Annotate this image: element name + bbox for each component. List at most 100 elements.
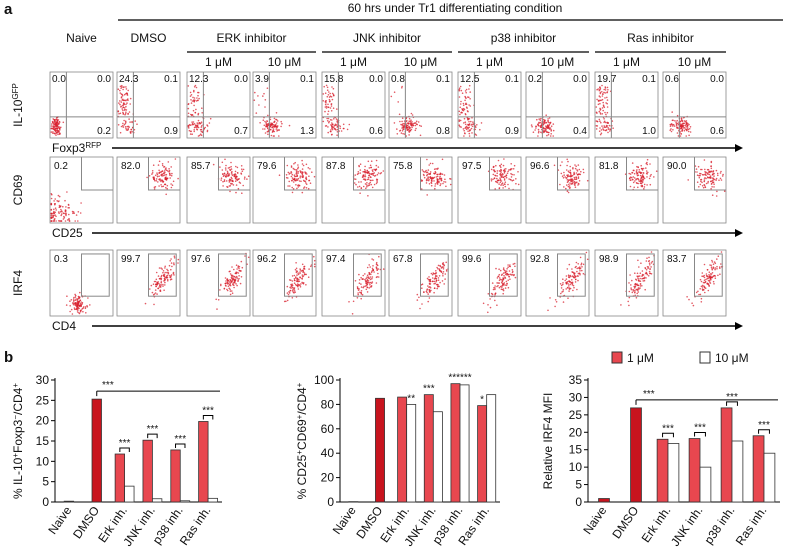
- event-dot: [231, 174, 234, 177]
- event-dot: [305, 273, 308, 276]
- event-dot: [469, 91, 472, 93]
- event-dot: [720, 179, 723, 181]
- y-tick-label: 0: [42, 495, 49, 509]
- event-dot: [358, 282, 361, 285]
- event-dot: [569, 280, 571, 283]
- event-dot: [547, 120, 549, 122]
- event-dot: [494, 170, 497, 173]
- event-dot: [117, 88, 120, 90]
- event-dot: [685, 126, 687, 128]
- event-dot: [236, 284, 238, 287]
- event-dot: [272, 123, 274, 126]
- event-dot: [198, 134, 201, 137]
- event-dot: [574, 281, 577, 283]
- event-dot: [170, 258, 172, 260]
- event-dot: [166, 278, 169, 281]
- event-dot: [351, 313, 354, 315]
- event-dot: [272, 128, 275, 130]
- gate-value: 79.6: [257, 161, 277, 172]
- event-dot: [599, 109, 602, 111]
- event-dot: [295, 184, 297, 186]
- event-dot: [376, 173, 379, 176]
- event-dot: [301, 163, 304, 165]
- event-dot: [377, 166, 380, 168]
- event-dot: [297, 273, 300, 276]
- event-dot: [710, 266, 713, 269]
- event-dot: [568, 276, 571, 279]
- flow-plot: 24.3 0.10.9: [116, 71, 181, 139]
- event-dot: [77, 309, 79, 312]
- event-dot: [57, 194, 60, 197]
- event-dot: [364, 273, 366, 275]
- event-dot: [604, 126, 607, 128]
- significance: ***: [643, 389, 655, 400]
- event-dot: [366, 276, 368, 278]
- event-dot: [597, 103, 600, 106]
- event-dot: [468, 104, 470, 106]
- group-label: Ras inhibitor: [627, 31, 694, 45]
- event-dot: [208, 122, 211, 124]
- flow-plot: 96.6: [525, 156, 590, 224]
- event-dot: [546, 134, 548, 137]
- event-dot: [84, 306, 87, 308]
- event-dot: [577, 177, 580, 179]
- event-dot: [436, 182, 439, 184]
- event-dot: [166, 170, 169, 172]
- event-dot: [372, 179, 374, 182]
- event-dot: [440, 183, 442, 185]
- event-dot: [131, 120, 133, 123]
- event-dot: [162, 185, 165, 188]
- event-dot: [325, 105, 328, 108]
- gate: [420, 253, 449, 297]
- event-dot: [468, 120, 470, 123]
- event-dot: [369, 164, 372, 167]
- event-dot: [73, 296, 75, 299]
- event-dot: [559, 183, 561, 186]
- event-dot: [434, 172, 436, 175]
- bar: [63, 500, 75, 503]
- event-dot: [173, 262, 175, 264]
- event-dot: [188, 129, 191, 132]
- event-dot: [517, 183, 520, 186]
- event-dot: [631, 291, 634, 294]
- event-dot: [295, 169, 298, 171]
- event-dot: [549, 297, 551, 299]
- event-dot: [463, 129, 466, 132]
- event-dot: [638, 266, 640, 268]
- event-dot: [365, 288, 368, 291]
- bar: [477, 405, 488, 503]
- event-dot: [158, 282, 160, 285]
- gate-value: 92.8: [530, 254, 550, 265]
- event-dot: [685, 135, 687, 137]
- event-dot: [342, 123, 345, 126]
- event-dot: [292, 289, 294, 291]
- event-dot: [707, 168, 710, 171]
- event-dot: [639, 287, 641, 289]
- gate: [489, 157, 521, 191]
- event-dot: [242, 168, 245, 171]
- event-dot: [369, 283, 371, 286]
- event-dot: [688, 134, 690, 137]
- event-dot: [324, 106, 327, 108]
- event-dot: [330, 129, 332, 131]
- event-dot: [149, 288, 151, 290]
- event-dot: [278, 129, 280, 131]
- event-dot: [373, 271, 375, 273]
- event-dot: [569, 169, 572, 172]
- event-dot: [161, 268, 163, 270]
- bar: [688, 438, 701, 503]
- event-dot: [125, 103, 127, 106]
- event-dot: [463, 117, 466, 120]
- event-dot: [569, 275, 572, 278]
- event-dot: [513, 174, 515, 176]
- event-dot: [543, 121, 546, 124]
- event-dot: [550, 125, 553, 127]
- event-dot: [607, 122, 609, 124]
- event-dot: [221, 161, 224, 164]
- event-dot: [508, 169, 510, 171]
- quadrant-value: 0.7: [234, 126, 248, 137]
- event-dot: [604, 89, 607, 91]
- flow-plot: 97.4: [321, 249, 386, 317]
- event-dot: [70, 308, 73, 311]
- event-dot: [69, 310, 71, 313]
